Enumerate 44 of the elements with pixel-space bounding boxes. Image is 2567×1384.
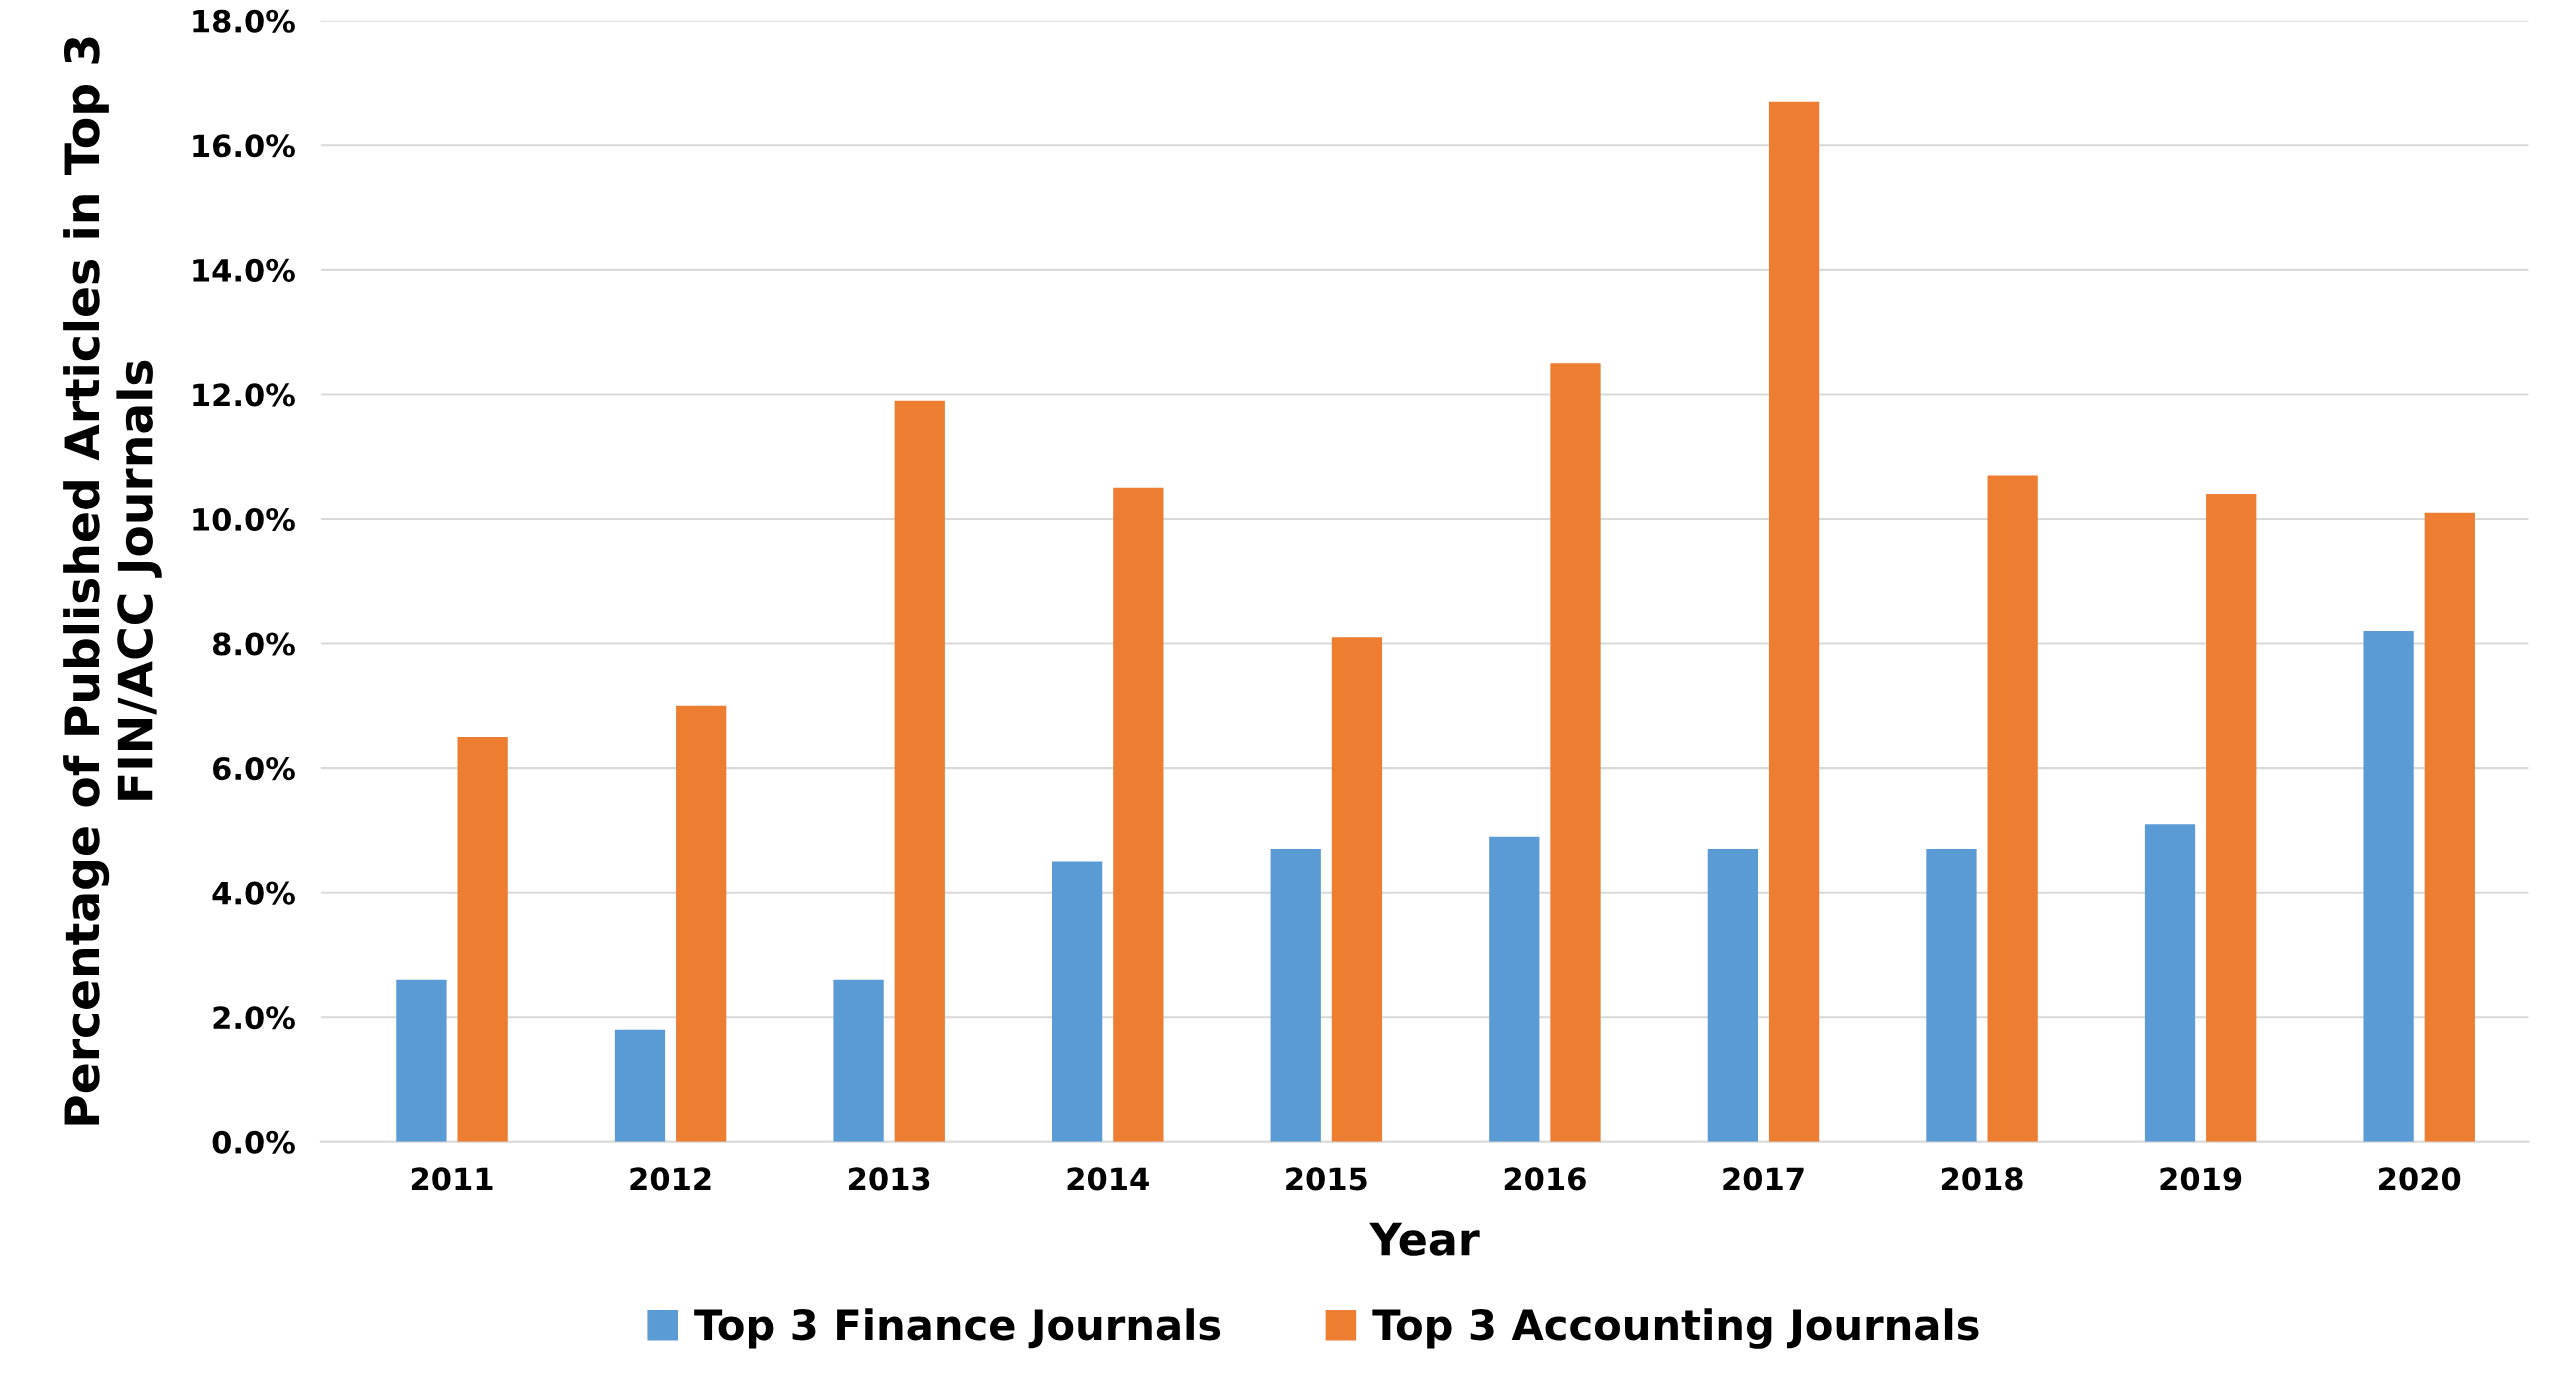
legend-label: Top 3 Finance Journals [694,1308,1221,1349]
bar [1331,637,1383,1142]
y-tick-label: 2.0% [213,1006,295,1030]
bar [676,705,727,1142]
bar [2363,631,2414,1142]
x-tick-label: 2015 [1286,1167,1367,1191]
bar [457,736,508,1142]
y-axis-title: Percentage of Published Articles in Top 3 FIN/ACC Journals [63,37,162,1125]
x-tick-label: 2012 [630,1167,711,1191]
y-tick-label: 16.0% [193,134,295,158]
bar [2144,824,2196,1142]
x-tick-label: 2014 [1067,1167,1149,1191]
y-tick-label: 14.0% [193,258,295,282]
bar [1926,849,1977,1142]
bar [2206,494,2257,1142]
bar [396,979,447,1142]
y-tick-label: 0.0% [212,1130,295,1154]
bar [1550,363,1601,1142]
bar [1489,836,1540,1142]
bar [1270,849,1321,1142]
x-tick-label: 2019 [2160,1167,2242,1191]
bar [1707,849,1759,1142]
bar [2424,512,2475,1142]
bar [1768,101,1820,1142]
bar [894,400,945,1142]
x-tick-label: 2016 [1504,1167,1586,1191]
bar [1113,487,1164,1142]
x-axis-title: Year [1369,1222,1480,1256]
x-tick-label: 2020 [2379,1167,2461,1191]
y-tick-label: 18.0% [193,9,295,33]
y-tick-label: 12.0% [193,383,295,407]
bar [614,1029,666,1142]
bar [1052,861,1103,1142]
y-tick-label: 8.0% [213,632,295,656]
x-tick-label: 2013 [849,1167,930,1191]
x-tick-label: 2011 [411,1167,493,1191]
y-tick-label: 10.0% [193,507,295,532]
y-tick-label: 6.0% [213,757,295,781]
bar [833,979,884,1142]
legend-label: Top 3 Accounting Journals [1372,1308,1979,1349]
x-tick-label: 2017 [1723,1167,1804,1191]
y-tick-label: 4.0% [212,881,295,905]
bar [1987,475,2038,1142]
x-tick-label: 2018 [1941,1167,2023,1191]
